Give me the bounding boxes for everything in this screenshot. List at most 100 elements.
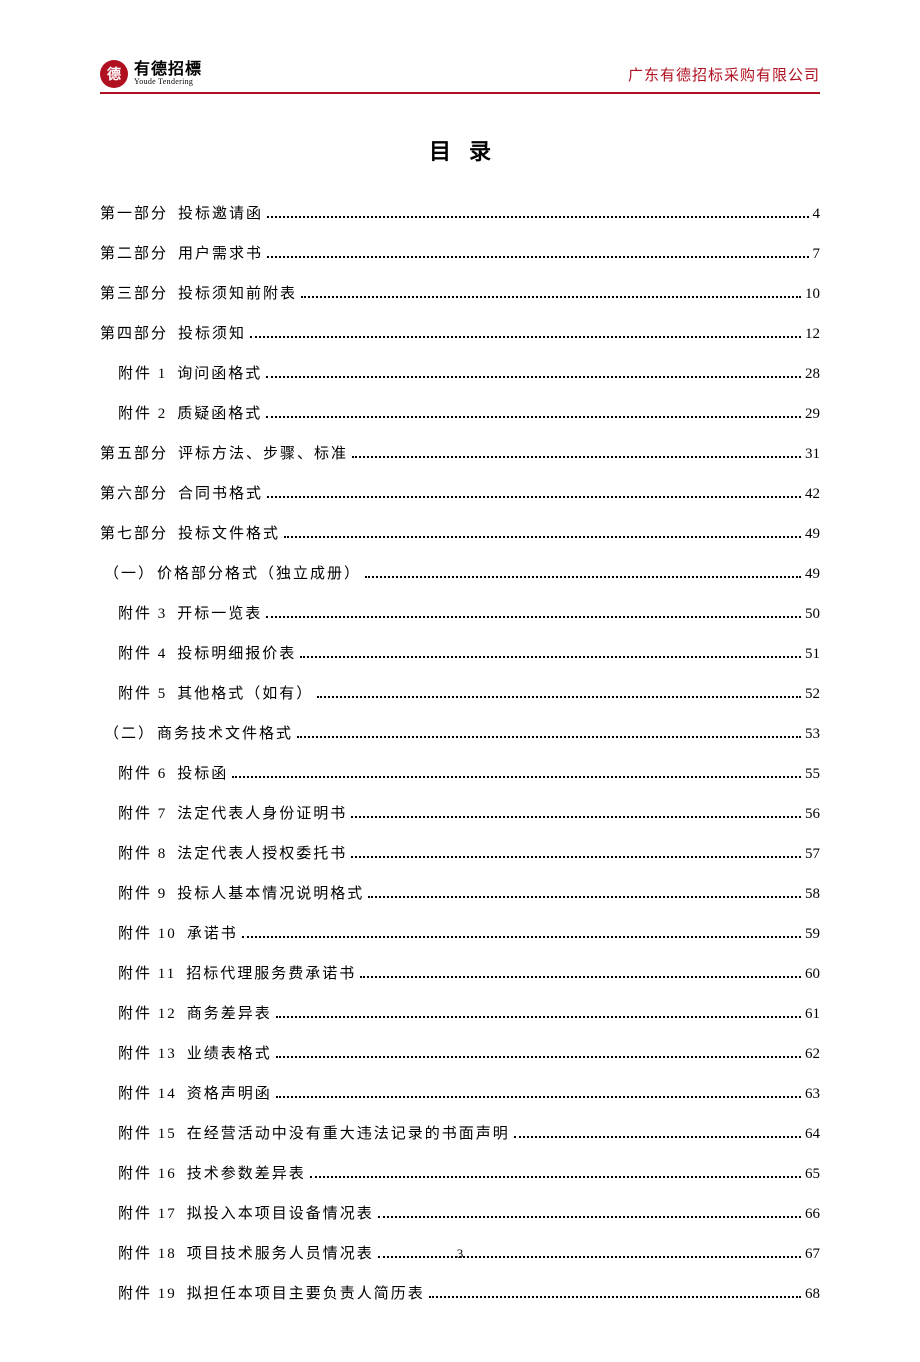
toc-leader-dots [514, 1136, 801, 1138]
toc-leader-dots [429, 1296, 801, 1298]
toc-row: 附件 13 业绩表格式 62 [100, 1042, 820, 1066]
toc-row: 附件 8 法定代表人授权委托书 57 [100, 842, 820, 866]
toc-label: 附件 5 [100, 682, 167, 706]
toc-leader-dots [267, 216, 808, 218]
toc-text: 拟投入本项目设备情况表 [187, 1202, 374, 1226]
toc-page: 50 [805, 602, 820, 626]
toc-row: 附件 11 招标代理服务费承诺书 60 [100, 962, 820, 986]
toc-leader-dots [267, 256, 808, 258]
toc-page: 42 [805, 482, 820, 506]
toc-label: 附件 17 [100, 1202, 177, 1226]
toc-page: 57 [805, 842, 820, 866]
toc-text: 评标方法、步骤、标准 [178, 442, 348, 466]
toc-label: 附件 10 [100, 922, 177, 946]
logo-char: 德 [107, 64, 121, 84]
toc-leader-dots [266, 376, 801, 378]
toc-text: 商务差异表 [187, 1002, 272, 1026]
toc-title: 目录 [100, 134, 820, 166]
toc-leader-dots [300, 656, 801, 658]
toc-label: 第六部分 [100, 482, 168, 506]
toc-text: 商务技术文件格式 [157, 722, 293, 746]
toc-leader-dots [276, 1016, 801, 1018]
toc-label: 附件 2 [100, 402, 167, 426]
toc-label: 附件 7 [100, 802, 167, 826]
toc-row: 附件 7法定代表人身份证明书56 [100, 802, 820, 826]
toc-label: 第五部分 [100, 442, 168, 466]
toc-page: 56 [805, 802, 820, 826]
toc-page: 60 [805, 962, 820, 986]
toc-text: 招标代理服务费承诺书 [186, 962, 356, 986]
toc-leader-dots [301, 296, 801, 298]
logo-cn: 有德招標 [134, 62, 202, 78]
toc-leader-dots [250, 336, 801, 338]
page-number: 3 [0, 1246, 920, 1262]
toc-row: 附件 4投标明细报价表51 [100, 642, 820, 666]
toc-row: 附件 9投标人基本情况说明格式58 [100, 882, 820, 906]
toc-leader-dots [378, 1216, 801, 1218]
toc-text: 投标人基本情况说明格式 [177, 882, 364, 906]
toc-text: 资格声明函 [187, 1082, 272, 1106]
toc-label: （一） [100, 562, 155, 586]
toc-text: 投标函 [177, 762, 228, 786]
toc-row: 第五部分评标方法、步骤、标准 31 [100, 442, 820, 466]
toc-text: 价格部分格式（独立成册） [157, 562, 361, 586]
toc-label: 附件 9 [100, 882, 167, 906]
toc-leader-dots [242, 936, 801, 938]
toc-label: 第一部分 [100, 202, 168, 226]
toc-leader-dots [232, 776, 801, 778]
company-name: 广东有德招标采购有限公司 [628, 64, 820, 85]
toc-label: 附件 13 [100, 1042, 177, 1066]
toc-leader-dots [351, 816, 801, 818]
toc-label: 附件 16 [100, 1162, 177, 1186]
toc-row: 附件 19 拟担任本项目主要负责人简历表 68 [100, 1282, 820, 1306]
toc-leader-dots [352, 456, 801, 458]
toc-page: 65 [805, 1162, 820, 1186]
toc-text: 投标须知 [178, 322, 246, 346]
toc-page: 49 [805, 562, 820, 586]
toc-leader-dots [365, 576, 801, 578]
toc-row: 附件 1询问函格式28 [100, 362, 820, 386]
logo-icon: 德 [100, 60, 128, 88]
toc-page: 62 [805, 1042, 820, 1066]
toc-row: 第一部分投标邀请函4 [100, 202, 820, 226]
toc-row: 附件 3开标一览表50 [100, 602, 820, 626]
toc-text: 法定代表人授权委托书 [177, 842, 347, 866]
toc-label: 第七部分 [100, 522, 168, 546]
toc-text: 拟担任本项目主要负责人简历表 [187, 1282, 425, 1306]
page-header: 德 有德招標 Youde Tendering 广东有德招标采购有限公司 [100, 60, 820, 94]
toc-text: 询问函格式 [177, 362, 262, 386]
toc-row: 附件 2质疑函格式29 [100, 402, 820, 426]
toc-label: 附件 8 [100, 842, 167, 866]
document-page: 德 有德招標 Youde Tendering 广东有德招标采购有限公司 目录 第… [0, 0, 920, 1362]
toc-page: 53 [805, 722, 820, 746]
toc-label: 第二部分 [100, 242, 168, 266]
toc-text: 其他格式（如有） [177, 682, 313, 706]
toc-page: 7 [813, 242, 821, 266]
toc-row: 附件 14资格声明函63 [100, 1082, 820, 1106]
toc-page: 55 [805, 762, 820, 786]
logo-block: 德 有德招標 Youde Tendering [100, 60, 202, 88]
toc-leader-dots [317, 696, 801, 698]
toc-page: 68 [805, 1282, 820, 1306]
toc-label: （二） [100, 722, 155, 746]
toc-row: 第六部分合同书格式42 [100, 482, 820, 506]
toc-leader-dots [266, 416, 801, 418]
toc-page: 61 [805, 1002, 820, 1026]
toc-page: 31 [805, 442, 820, 466]
toc-text: 业绩表格式 [187, 1042, 272, 1066]
toc-text: 承诺书 [187, 922, 238, 946]
toc-text: 技术参数差异表 [187, 1162, 306, 1186]
toc-leader-dots [368, 896, 801, 898]
toc-page: 64 [805, 1122, 820, 1146]
toc-row: 第二部分用户需求书7 [100, 242, 820, 266]
toc-page: 51 [805, 642, 820, 666]
toc-page: 66 [805, 1202, 820, 1226]
toc-page: 59 [805, 922, 820, 946]
toc-row: （二）商务技术文件格式 53 [100, 722, 820, 746]
toc-label: 附件 15 [100, 1122, 177, 1146]
toc-row: 附件 17 拟投入本项目设备情况表 66 [100, 1202, 820, 1226]
toc-label: 附件 19 [100, 1282, 177, 1306]
toc-row: 第三部分投标须知前附表10 [100, 282, 820, 306]
toc-leader-dots [276, 1056, 801, 1058]
toc-label: 附件 11 [100, 962, 176, 986]
